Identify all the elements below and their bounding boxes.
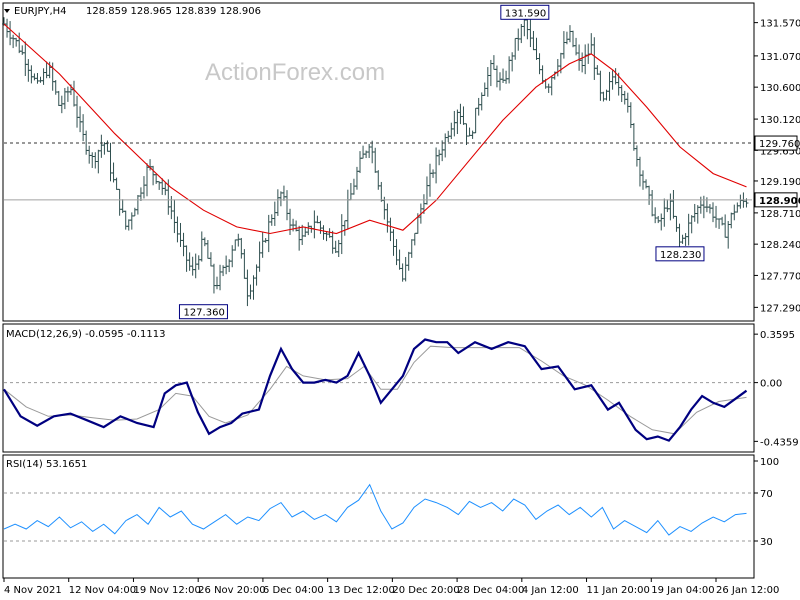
- time-tick-label: 19 Nov 12:00: [133, 585, 200, 596]
- price-tick-label: 130.600: [760, 83, 800, 94]
- time-tick-label: 12 Nov 04:00: [69, 585, 136, 596]
- price-annotation: 128.230: [655, 246, 705, 262]
- price-annotation: 131.590: [500, 4, 550, 20]
- time-tick-label: 26 Nov 20:00: [198, 585, 265, 596]
- rsi-pane-frame: [2, 454, 755, 579]
- time-tick-label: 13 Dec 12:00: [328, 585, 395, 596]
- rsi-tick-label: 30: [760, 537, 773, 548]
- ohlc-values: 128.859 128.965 128.839 128.906: [86, 6, 261, 17]
- macd-pane-frame: [2, 323, 755, 453]
- price-tick-label: 129.650: [760, 146, 800, 157]
- macd-tick-label: 0.00: [760, 379, 782, 390]
- moving-average-line: [3, 23, 747, 235]
- collapse-triangle-icon[interactable]: [4, 9, 10, 13]
- price-annotation: 127.360: [178, 304, 228, 320]
- price-tick-label: 128.240: [760, 240, 800, 251]
- rsi-title: RSI(14) 53.1651: [6, 459, 87, 470]
- price-tick-label: 128.710: [760, 209, 800, 220]
- rsi-line: [3, 483, 747, 536]
- time-tick-label: 4 Jan 12:00: [522, 585, 579, 596]
- time-tick-label: 26 Jan 12:00: [716, 585, 779, 596]
- price-pane: 131.570 131.070 130.600 130.120 129.650 129.1…: [2, 2, 800, 322]
- watermark: ActionForex.com: [205, 59, 385, 86]
- price-annotation-label: 128.230: [660, 250, 701, 261]
- price-annotation-box: [655, 246, 705, 262]
- price-axis: 131.570 131.070 130.600 130.120 129.650 129.1…: [754, 19, 800, 314]
- price-annotation-label: 127.360: [183, 308, 224, 319]
- level-line-label-box: [754, 135, 798, 151]
- current-price-label: 128.906: [759, 196, 800, 207]
- rsi-tick-label: 70: [760, 489, 773, 500]
- price-tick-label: 127.290: [760, 303, 800, 314]
- symbol-title: EURJPY,H4: [14, 6, 67, 17]
- macd-main-line: [3, 338, 748, 442]
- price-annotations: 131.590 127.360 128.230: [178, 4, 705, 320]
- macd-title: MACD(12,26,9) -0.0595 -0.1113: [6, 329, 166, 340]
- macd-tick-label: -0.4359: [760, 437, 799, 448]
- price-annotation-box: [178, 304, 228, 320]
- time-tick-label: 6 Dec 04:00: [263, 585, 324, 596]
- macd-pane: 0.3595 0.00 -0.4359 MACD(12,26,9) -0.0595 …: [2, 323, 799, 453]
- time-tick-label: 4 Nov 2021: [4, 585, 62, 596]
- time-tick-label: 28 Dec 04:00: [457, 585, 524, 596]
- price-pane-frame: [2, 2, 755, 322]
- time-tick-label: 19 Jan 04:00: [651, 585, 714, 596]
- price-tick-label: 131.570: [760, 19, 800, 30]
- rsi-level-lines: [4, 492, 752, 542]
- price-tick-label: 129.190: [760, 177, 800, 188]
- current-price-label-box: [754, 192, 798, 208]
- rsi-axis: 100 70 30: [754, 457, 779, 548]
- price-level-lines: 129.760 128.906: [4, 135, 800, 208]
- macd-axis: 0.3595 0.00 -0.4359: [754, 330, 799, 448]
- rsi-tick-label: 100: [760, 457, 779, 468]
- macd-tick-label: 0.3595: [760, 330, 795, 341]
- price-tick-label: 127.770: [760, 271, 800, 282]
- price-annotation-box: [500, 4, 550, 20]
- level-line-label: 129.760: [759, 139, 800, 150]
- price-annotation-label: 131.590: [505, 8, 546, 19]
- time-tick-label: 20 Dec 20:00: [392, 585, 459, 596]
- time-tick-label: 11 Jan 20:00: [587, 585, 650, 596]
- price-ohlc-bars: [2, 13, 749, 307]
- rsi-pane: 100 70 30 RSI(14) 53.1651: [2, 454, 779, 579]
- price-tick-label: 130.120: [760, 115, 800, 126]
- price-tick-label: 131.070: [760, 52, 800, 63]
